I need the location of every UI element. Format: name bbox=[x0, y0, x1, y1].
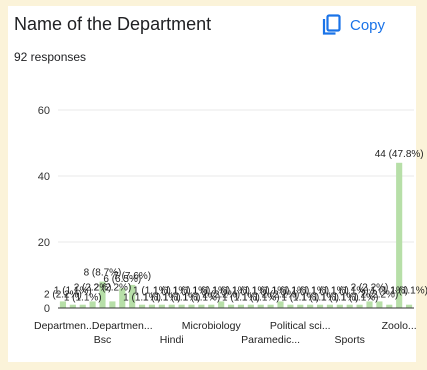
data-label: 1 (1.1%) bbox=[54, 286, 92, 297]
x-tick-label: Departmen... bbox=[92, 320, 153, 332]
data-label: 1 (1.1%) bbox=[232, 286, 270, 297]
bar bbox=[208, 304, 215, 308]
y-tick-label: 0 bbox=[44, 303, 50, 315]
bar bbox=[267, 304, 274, 308]
data-label: 1 (1.1%) bbox=[252, 286, 290, 297]
bar bbox=[376, 301, 383, 308]
bar bbox=[89, 301, 96, 308]
bar bbox=[316, 304, 324, 308]
bar bbox=[405, 304, 413, 308]
data-label: 1 (1.1%) bbox=[242, 293, 280, 304]
bar bbox=[168, 304, 175, 308]
bar bbox=[99, 281, 106, 308]
data-label: 1 (1.1%) bbox=[64, 293, 102, 304]
bar bbox=[109, 301, 116, 308]
bar bbox=[366, 301, 373, 308]
bar bbox=[129, 284, 136, 308]
data-label: 8 (8.7%) bbox=[84, 268, 122, 279]
bar bbox=[138, 304, 146, 308]
data-label: 1 (1.1%) bbox=[173, 286, 211, 297]
response-count: 92 responses bbox=[14, 50, 87, 64]
copy-button[interactable]: Copy bbox=[322, 12, 385, 38]
copy-icon bbox=[322, 14, 341, 35]
bar bbox=[198, 304, 205, 308]
bar bbox=[307, 304, 314, 308]
chart-card bbox=[8, 6, 416, 362]
bar bbox=[218, 301, 225, 308]
data-label: 1 (1.1%) bbox=[153, 286, 191, 297]
bar bbox=[326, 304, 334, 308]
bar bbox=[227, 304, 235, 308]
x-tick-label: Microbiology bbox=[182, 320, 242, 332]
x-tick-label: Bsc bbox=[94, 334, 112, 346]
bar bbox=[277, 301, 284, 308]
bar bbox=[257, 304, 264, 308]
data-label: 2 (2.2%) bbox=[74, 282, 112, 293]
y-tick-label: 40 bbox=[38, 171, 50, 183]
data-label: 1 (1.1%) bbox=[182, 293, 220, 304]
x-tick-label: Zoolo... bbox=[382, 320, 417, 332]
data-label: 1 (1.1%) bbox=[212, 286, 250, 297]
data-label: 2 (2.2%) bbox=[93, 282, 131, 293]
y-tick-label: 20 bbox=[38, 237, 50, 249]
data-label: 1 (1.1%) bbox=[133, 286, 171, 297]
bar bbox=[287, 304, 294, 308]
data-label: 1 (1.1%) bbox=[143, 293, 181, 304]
bar bbox=[237, 304, 245, 308]
bar bbox=[356, 304, 363, 308]
bar bbox=[297, 304, 304, 308]
data-label: 1 (1.1%) bbox=[192, 286, 230, 297]
bar bbox=[158, 304, 165, 308]
bar bbox=[336, 304, 343, 308]
x-tick-label: Political sci... bbox=[270, 320, 331, 332]
data-label: 1 (1.1%) bbox=[222, 293, 260, 304]
data-label: 7 (7.6%) bbox=[113, 271, 151, 282]
bar bbox=[178, 304, 185, 308]
bar bbox=[188, 304, 195, 308]
data-label: 44 (47.8%) bbox=[375, 149, 424, 160]
data-label: 2 (2.2%) bbox=[202, 289, 240, 300]
data-label: 1 (1.1%) bbox=[370, 286, 408, 297]
data-label: 6 (6.5%) bbox=[103, 274, 141, 285]
data-label: 1 (1.1%) bbox=[163, 293, 201, 304]
bar bbox=[69, 304, 76, 308]
data-label: 1 (1.1%) bbox=[331, 286, 369, 297]
data-label: 1 (1.1%) bbox=[271, 286, 309, 297]
x-tick-label: Paramedic... bbox=[241, 334, 300, 346]
data-label: 2 (2.2%) bbox=[351, 282, 389, 293]
data-label: 1 (1.1%) bbox=[311, 286, 349, 297]
data-label: 1 (1.1%) bbox=[321, 293, 359, 304]
bar bbox=[396, 162, 403, 308]
data-label: 2 (2.2%) bbox=[360, 289, 398, 300]
copy-label: Copy bbox=[350, 16, 386, 34]
data-label: 1 (1.1%) bbox=[281, 293, 319, 304]
bar bbox=[119, 288, 126, 308]
bar bbox=[247, 304, 254, 308]
data-label: 1 (1.1%) bbox=[301, 293, 339, 304]
x-tick-label: Departmen... bbox=[34, 320, 95, 332]
bar bbox=[59, 301, 67, 308]
bar bbox=[79, 304, 86, 308]
x-tick-label: Hindi bbox=[160, 334, 184, 346]
y-tick-label: 60 bbox=[38, 105, 50, 117]
data-label: 2 (2.2%) bbox=[262, 289, 300, 300]
data-label: 1 (1.1%) bbox=[390, 286, 427, 297]
bar bbox=[148, 304, 156, 308]
data-label: 2 (2.2%) bbox=[44, 289, 82, 300]
bar bbox=[346, 304, 353, 308]
bar bbox=[386, 304, 393, 308]
data-label: 1 (1.1%) bbox=[341, 293, 379, 304]
data-label: 1 (1.1%) bbox=[123, 293, 161, 304]
data-label: 1 (1.1%) bbox=[291, 286, 329, 297]
x-tick-label: Sports bbox=[335, 334, 365, 346]
question-title: Name of the Department bbox=[14, 14, 212, 34]
